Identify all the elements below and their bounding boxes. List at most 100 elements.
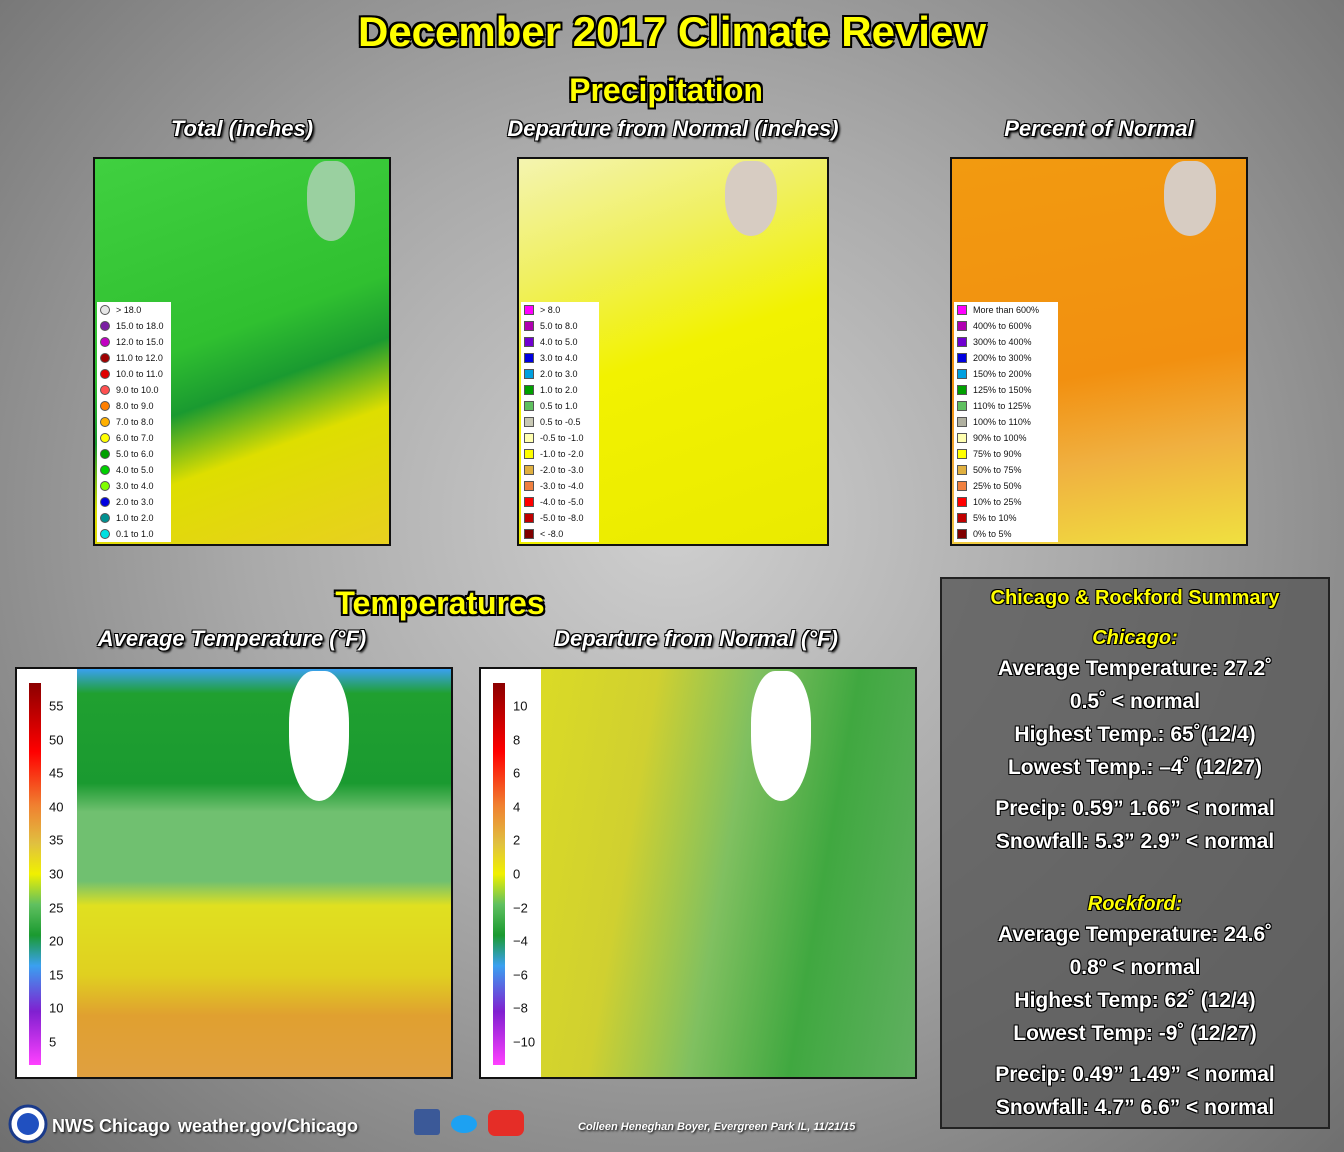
legend-label: 7.0 to 8.0 <box>116 417 154 427</box>
legend-swatch <box>100 433 110 443</box>
nws-logo <box>8 1104 48 1144</box>
legend-swatch <box>100 513 110 523</box>
legend-label: 6.0 to 7.0 <box>116 433 154 443</box>
legend-entry: 4.0 to 5.0 <box>97 462 171 478</box>
legend-swatch <box>957 369 967 379</box>
legend-label: 200% to 300% <box>973 353 1032 363</box>
legend-swatch <box>100 449 110 459</box>
legend-swatch <box>524 481 534 491</box>
colorbar-tick-label: −4 <box>513 933 528 949</box>
section-heading: Precipitation <box>569 72 763 108</box>
legend-entry: > 8.0 <box>521 302 599 318</box>
legend-swatch <box>957 337 967 347</box>
summary-line: Snowfall: 5.3” 2.9” < normal <box>995 830 1275 853</box>
legend-entry: 6.0 to 7.0 <box>97 430 171 446</box>
legend-swatch <box>100 385 110 395</box>
legend-label: 50% to 75% <box>973 465 1022 475</box>
legend-entry: 9.0 to 10.0 <box>97 382 171 398</box>
legend-entry: < -8.0 <box>521 526 599 542</box>
legend-swatch <box>100 337 110 347</box>
precip-departure-map: > 8.0 5.0 to 8.0 4.0 to 5.0 3.0 to 4.0 2.0 t… <box>517 157 829 546</box>
colorbar-tick-label: −2 <box>513 900 528 916</box>
colorbar-ramp <box>493 683 505 1065</box>
legend-swatch <box>957 305 967 315</box>
legend-swatch <box>100 353 110 363</box>
temp-departure-map: 10 8 6 4 2 0 −2 −4 −6 −8 −10 <box>479 667 917 1079</box>
legend-entry: 0.1 to 1.0 <box>97 526 171 542</box>
colorbar-tick-label: 35 <box>49 832 64 848</box>
legend-entry: 11.0 to 12.0 <box>97 350 171 366</box>
legend-entry: 4.0 to 5.0 <box>521 334 599 350</box>
colorbar-tick-label: 6 <box>513 765 521 781</box>
legend-entry: -5.0 to -8.0 <box>521 510 599 526</box>
colorbar-tick-label: −8 <box>513 1000 528 1016</box>
section-heading: Temperatures <box>335 585 545 621</box>
youtube-icon[interactable] <box>488 1110 524 1136</box>
legend-label: > 8.0 <box>540 305 561 315</box>
legend-swatch <box>100 417 110 427</box>
legend-entry: 3.0 to 4.0 <box>521 350 599 366</box>
panel-title: Departure from Normal (°F) <box>554 626 838 651</box>
legend-entry: 0% to 5% <box>954 526 1058 542</box>
legend-label: 110% to 125% <box>973 401 1031 411</box>
legend-entry: 75% to 90% <box>954 446 1058 462</box>
legend-entry: 150% to 200% <box>954 366 1058 382</box>
legend-entry: 5.0 to 8.0 <box>521 318 599 334</box>
precip-total-map: > 18.0 15.0 to 18.0 12.0 to 15.0 11.0 to 12… <box>93 157 391 546</box>
legend-entry: 2.0 to 3.0 <box>97 494 171 510</box>
panel-title: Average Temperature (°F) <box>97 626 367 651</box>
legend-swatch <box>957 385 967 395</box>
colorbar-tick-label: 8 <box>513 732 521 748</box>
legend-entry: 2.0 to 3.0 <box>521 366 599 382</box>
legend-entry: 90% to 100% <box>954 430 1058 446</box>
legend-entry: 15.0 to 18.0 <box>97 318 171 334</box>
legend-entry: -3.0 to -4.0 <box>521 478 599 494</box>
colorbar-tick-label: −10 <box>513 1034 536 1050</box>
panel-title: Departure from Normal (inches) <box>507 116 839 141</box>
legend-swatch <box>957 465 967 475</box>
legend-label: 3.0 to 4.0 <box>116 481 154 491</box>
legend-label: 0.5 to 1.0 <box>540 401 578 411</box>
legend-label: 0.1 to 1.0 <box>116 529 154 539</box>
colorbar-tick-label: 5 <box>49 1034 57 1050</box>
legend-swatch <box>524 369 534 379</box>
legend-label: 5.0 to 8.0 <box>540 321 578 331</box>
summary-line: Average Temperature: 24.6˚ <box>997 923 1273 946</box>
legend-label: 0% to 5% <box>973 529 1012 539</box>
panel-title: Percent of Normal <box>1004 116 1194 141</box>
legend-label: 4.0 to 5.0 <box>540 337 578 347</box>
legend-label: 300% to 400% <box>973 337 1032 347</box>
legend-label: 1.0 to 2.0 <box>116 513 154 523</box>
legend-label: 2.0 to 3.0 <box>540 369 578 379</box>
legend-entry: 50% to 75% <box>954 462 1058 478</box>
legend-label: 12.0 to 15.0 <box>116 337 164 347</box>
legend-entry: 100% to 110% <box>954 414 1058 430</box>
legend-swatch <box>957 417 967 427</box>
summary-line: Snowfall: 4.7” 6.6” < normal <box>995 1096 1275 1119</box>
legend-entry: 200% to 300% <box>954 350 1058 366</box>
legend-entry: 12.0 to 15.0 <box>97 334 171 350</box>
legend-entry: 110% to 125% <box>954 398 1058 414</box>
legend-swatch <box>524 353 534 363</box>
legend-swatch <box>524 433 534 443</box>
legend-entry: 400% to 600% <box>954 318 1058 334</box>
colorbar-tick-label: 50 <box>49 732 64 748</box>
legend-swatch <box>524 401 534 411</box>
legend-entry: 5.0 to 6.0 <box>97 446 171 462</box>
colorbar-tick-label: 30 <box>49 866 64 882</box>
legend-label: 125% to 150% <box>973 385 1032 395</box>
legend-swatch <box>524 321 534 331</box>
facebook-icon[interactable] <box>414 1109 440 1135</box>
colorbar: 10 8 6 4 2 0 −2 −4 −6 −8 −10 <box>481 669 541 1077</box>
colorbar-tick-label: 25 <box>49 900 64 916</box>
legend-label: 4.0 to 5.0 <box>116 465 154 475</box>
footer-url[interactable]: weather.gov/Chicago <box>178 1116 359 1136</box>
legend-swatch <box>524 417 534 427</box>
legend-swatch <box>957 321 967 331</box>
legend: > 8.0 5.0 to 8.0 4.0 to 5.0 3.0 to 4.0 2.0 t… <box>521 302 599 542</box>
twitter-icon[interactable] <box>449 1110 481 1136</box>
legend-label: -1.0 to -2.0 <box>540 449 584 459</box>
legend-entry: 8.0 to 9.0 <box>97 398 171 414</box>
summary-line: Lowest Temp: -9˚ (12/27) <box>1013 1022 1257 1045</box>
